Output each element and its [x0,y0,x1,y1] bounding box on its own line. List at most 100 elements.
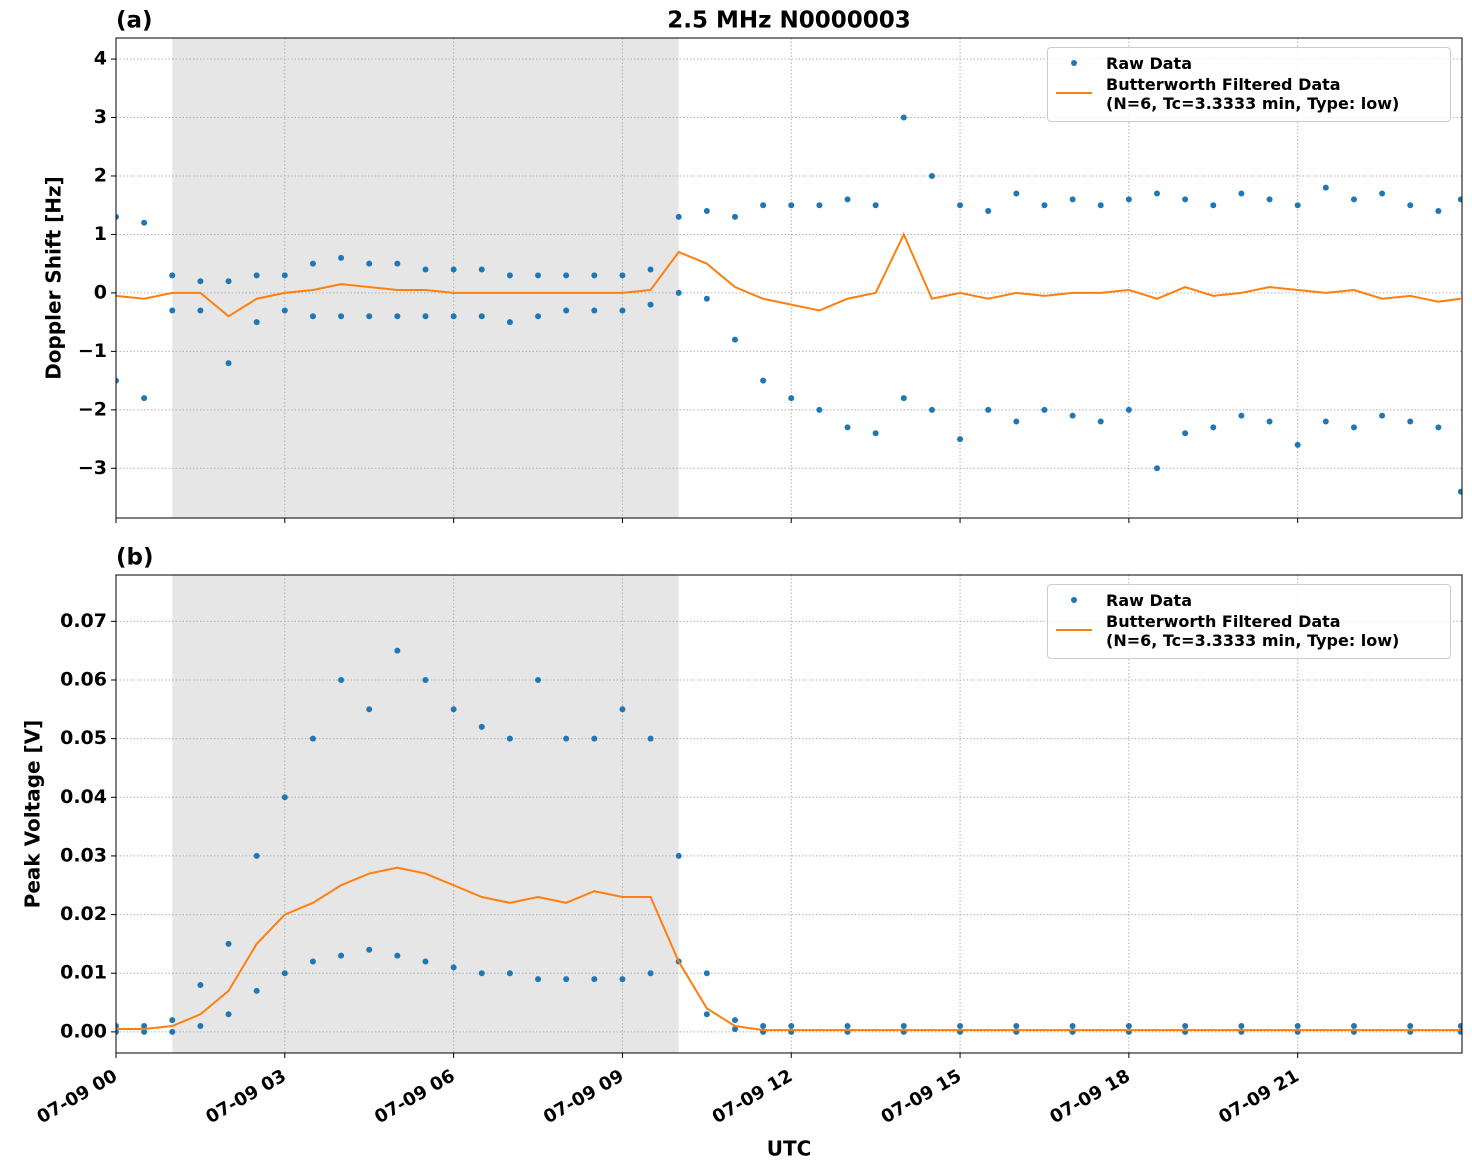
legend: Raw Data Butterworth Filtered Data (N=6, … [1047,47,1451,122]
raw-point [844,1023,851,1030]
raw-point [703,208,710,215]
raw-point [619,976,626,983]
raw-point [1379,190,1386,197]
raw-point [1435,424,1442,431]
panel-label: (a) [116,8,153,34]
raw-point [731,213,738,220]
x-tick-label: 07-09 00 [34,1065,121,1128]
raw-point [506,272,513,279]
raw-point [1379,412,1386,419]
plot-frame [115,37,1463,519]
raw-point [1457,1023,1462,1030]
raw-point [225,940,232,947]
y-tick-label: −3 [78,457,107,479]
x-tick-label: 07-09 03 [202,1065,289,1128]
raw-point [478,313,485,320]
raw-point [985,208,992,215]
raw-point [591,976,598,983]
legend-item: Raw Data [1048,54,1450,73]
raw-point [116,1023,119,1030]
y-tick-label: 0.03 [60,844,107,866]
raw-point [1182,1023,1189,1030]
raw-point [563,976,570,983]
raw-point [141,1023,148,1030]
raw-point [872,430,879,437]
x-axis-label: UTC [767,1137,812,1161]
x-tick-label: 07-09 15 [878,1065,965,1128]
raw-point [116,213,119,220]
raw-point [675,213,682,220]
y-tick-label: 0 [94,281,107,303]
raw-point [394,313,401,320]
y-tick-label: 1 [94,223,107,245]
raw-point [1069,196,1076,203]
raw-point [450,964,457,971]
raw-point [1435,208,1442,215]
y-tick-label: −2 [78,398,107,420]
raw-point [506,735,513,742]
legend-item: Raw Data [1048,591,1450,610]
raw-point [309,260,316,267]
raw-point [478,723,485,730]
y-tick-label: 0.02 [60,903,107,925]
raw-point [1294,1023,1301,1030]
raw-point [506,970,513,977]
raw-point [366,946,373,953]
y-tick-label: −1 [78,340,107,362]
raw-point [1322,184,1329,191]
raw-point [1457,196,1462,203]
legend-symbol [1048,591,1106,609]
raw-point [253,272,260,279]
panel-label: (b) [116,545,154,571]
raw-point [535,676,542,683]
plot-area [116,647,1462,1035]
raw-point [1013,190,1020,197]
y-tick-label: 2 [94,164,107,186]
raw-point [253,852,260,859]
legend-item: Butterworth Filtered Data (N=6, Tc=3.333… [1048,612,1450,650]
legend-label: Butterworth Filtered Data (N=6, Tc=3.333… [1106,75,1400,113]
raw-point [225,360,232,367]
raw-point [1266,196,1273,203]
raw-point [1125,406,1132,413]
raw-point [1294,202,1301,209]
raw-point [478,266,485,273]
shaded-span [172,575,679,1053]
raw-point [338,313,345,320]
raw-point [788,202,795,209]
raw-point [450,313,457,320]
raw-point [647,301,654,308]
raw-point [900,395,907,402]
raw-point [169,1017,176,1024]
raw-point [1210,202,1217,209]
raw-point [928,406,935,413]
raw-point [366,706,373,713]
raw-point [1238,1023,1245,1030]
shaded-span [172,38,679,518]
raw-point [1069,412,1076,419]
raw-point [957,1023,964,1030]
raw-point [928,172,935,179]
raw-point [731,336,738,343]
raw-point [535,272,542,279]
raw-point [225,278,232,285]
raw-point [619,272,626,279]
raw-point [422,958,429,965]
raw-point [788,1023,795,1030]
raw-point [1407,1023,1414,1030]
raw-point [1457,488,1462,495]
raw-point [338,254,345,261]
raw-point [1182,430,1189,437]
raw-point [253,987,260,994]
raw-point [619,307,626,314]
y-tick-label: 0.00 [60,1020,107,1042]
raw-point [675,289,682,296]
y-tick-label: 0.04 [60,786,107,808]
raw-point [422,676,429,683]
raw-point [141,1028,148,1035]
raw-point [394,952,401,959]
legend-marker [1071,597,1077,603]
legend-label: Raw Data [1106,54,1192,73]
